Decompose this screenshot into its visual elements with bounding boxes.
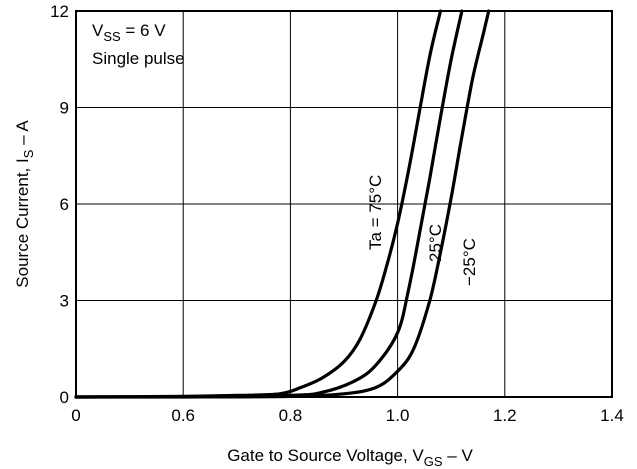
- y-tick-label: 6: [60, 195, 69, 214]
- x-tick-label: 1.2: [493, 406, 517, 425]
- y-axis-ticks: 0 3 6 9 12: [50, 2, 69, 407]
- x-tick-label: 0: [71, 406, 80, 425]
- x-tick-label: 1.0: [386, 406, 410, 425]
- y-tick-label: 9: [60, 99, 69, 118]
- curve-label-minus25c: −25°C: [460, 238, 479, 286]
- x-tick-label: 0.6: [171, 406, 195, 425]
- plot-frame: [75, 10, 613, 398]
- y-tick-label: 12: [50, 2, 69, 21]
- x-tick-label: 1.4: [600, 406, 624, 425]
- x-tick-label: 0.8: [279, 406, 303, 425]
- x-axis-title: Gate to Source Voltage, VGS – V: [227, 446, 473, 469]
- condition-pulse: Single pulse: [92, 49, 185, 68]
- grid: [76, 11, 612, 397]
- x-axis-ticks: 0 0.6 0.8 1.0 1.2 1.4: [71, 406, 624, 425]
- y-tick-label: 0: [60, 388, 69, 407]
- curve-label-25c: 25°C: [426, 224, 445, 262]
- y-axis-title: Source Current, IS – A: [13, 120, 36, 288]
- condition-vss: VSS = 6 V: [92, 21, 166, 44]
- curve-label-75c: Ta = 75°C: [366, 175, 385, 250]
- y-tick-label: 3: [60, 292, 69, 311]
